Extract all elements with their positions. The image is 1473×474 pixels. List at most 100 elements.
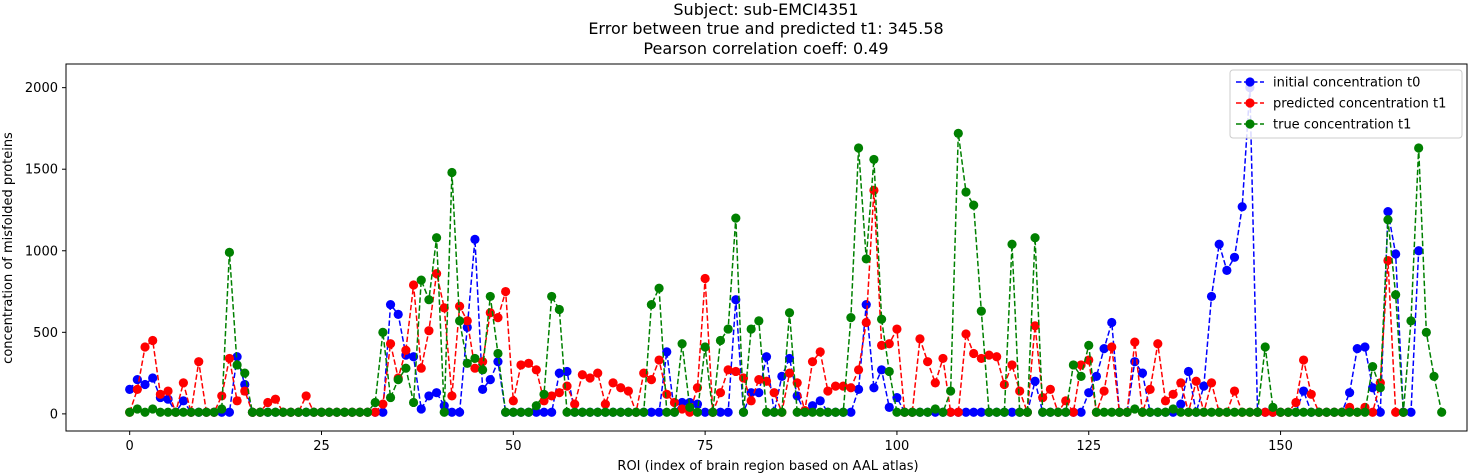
data-point — [731, 213, 741, 223]
data-point — [984, 407, 994, 417]
data-point — [424, 391, 434, 401]
data-point — [884, 366, 894, 377]
data-point — [570, 399, 580, 409]
data-point — [1061, 396, 1071, 406]
data-point — [132, 375, 142, 385]
data-point — [401, 363, 411, 373]
data-point — [1107, 342, 1117, 352]
data-point — [1130, 404, 1140, 414]
data-point — [815, 396, 825, 406]
data-point — [524, 358, 534, 368]
data-point — [1015, 386, 1025, 396]
data-point — [585, 407, 595, 417]
data-point — [424, 326, 434, 336]
data-point — [1076, 371, 1086, 381]
data-point — [853, 365, 864, 375]
data-point — [1391, 407, 1401, 417]
chart-title-line-1: Subject: sub-EMCI4351 — [673, 0, 858, 19]
data-point — [562, 381, 572, 391]
data-point — [1214, 239, 1224, 249]
data-point — [731, 366, 741, 377]
data-point — [431, 233, 442, 243]
data-point — [539, 407, 549, 417]
x-tick-label: 100 — [885, 439, 910, 454]
data-point — [1206, 378, 1217, 388]
data-point — [892, 407, 902, 417]
data-point — [754, 388, 764, 398]
data-point — [1068, 407, 1078, 417]
legend: initial concentration t0 predicted concen… — [1229, 69, 1463, 139]
data-point — [1084, 388, 1094, 398]
data-point — [1237, 202, 1247, 212]
data-point — [1091, 371, 1102, 381]
data-point — [462, 358, 472, 368]
data-point — [1015, 407, 1025, 417]
data-point — [1345, 388, 1355, 398]
data-point — [554, 368, 564, 378]
data-point — [577, 370, 587, 380]
data-point — [669, 397, 680, 408]
data-point — [148, 404, 158, 414]
data-point — [378, 407, 388, 417]
data-point — [378, 327, 388, 337]
data-point — [930, 378, 940, 388]
data-point — [823, 407, 833, 417]
data-point — [516, 360, 526, 370]
data-point — [217, 404, 227, 414]
data-point — [232, 396, 242, 406]
data-point — [600, 399, 610, 409]
data-point — [209, 407, 219, 417]
data-point — [969, 200, 979, 210]
data-point — [708, 407, 718, 417]
data-point — [339, 407, 350, 417]
y-axis: 0 500 1000 1500 2000 — [25, 81, 66, 422]
data-point — [447, 407, 457, 417]
data-point — [570, 407, 580, 417]
data-point — [907, 407, 917, 417]
data-point — [1030, 233, 1040, 243]
data-point — [938, 407, 948, 417]
data-point — [524, 407, 534, 417]
data-point — [416, 363, 426, 373]
series-layer — [125, 83, 1447, 417]
data-point — [1298, 355, 1309, 365]
chart-title-line-2: Error between true and predicted t1: 345… — [588, 19, 943, 38]
data-point — [930, 404, 940, 414]
data-point — [470, 234, 480, 244]
data-point — [293, 407, 304, 417]
data-point — [1045, 407, 1055, 417]
data-point — [654, 283, 664, 293]
data-point — [946, 407, 956, 417]
data-point — [224, 407, 235, 417]
data-point — [1375, 383, 1385, 393]
data-point — [1229, 252, 1240, 262]
data-point — [715, 388, 726, 398]
data-point — [600, 407, 610, 417]
data-point — [516, 407, 526, 417]
data-point — [853, 143, 864, 153]
data-point — [140, 379, 150, 390]
data-point — [562, 366, 572, 377]
y-axis-label: concentration of misfolded proteins — [1, 132, 16, 364]
data-point — [853, 384, 864, 395]
data-point — [784, 368, 795, 378]
data-point — [677, 339, 687, 349]
data-point — [240, 386, 250, 396]
data-point — [1145, 407, 1155, 417]
series-line-3 — [129, 133, 1443, 414]
data-point — [224, 353, 235, 364]
data-point — [777, 407, 787, 417]
data-point — [1291, 397, 1301, 408]
data-point — [478, 365, 488, 375]
data-point — [646, 299, 657, 310]
data-point — [1199, 381, 1209, 391]
data-point — [1306, 407, 1316, 417]
data-point — [270, 394, 281, 404]
legend-item: initial concentration t0 — [1236, 76, 1420, 91]
data-point — [807, 407, 818, 417]
data-point — [984, 350, 994, 360]
data-point — [1107, 407, 1117, 417]
data-point — [554, 304, 564, 315]
data-point — [1107, 317, 1117, 328]
data-point — [1183, 366, 1194, 377]
